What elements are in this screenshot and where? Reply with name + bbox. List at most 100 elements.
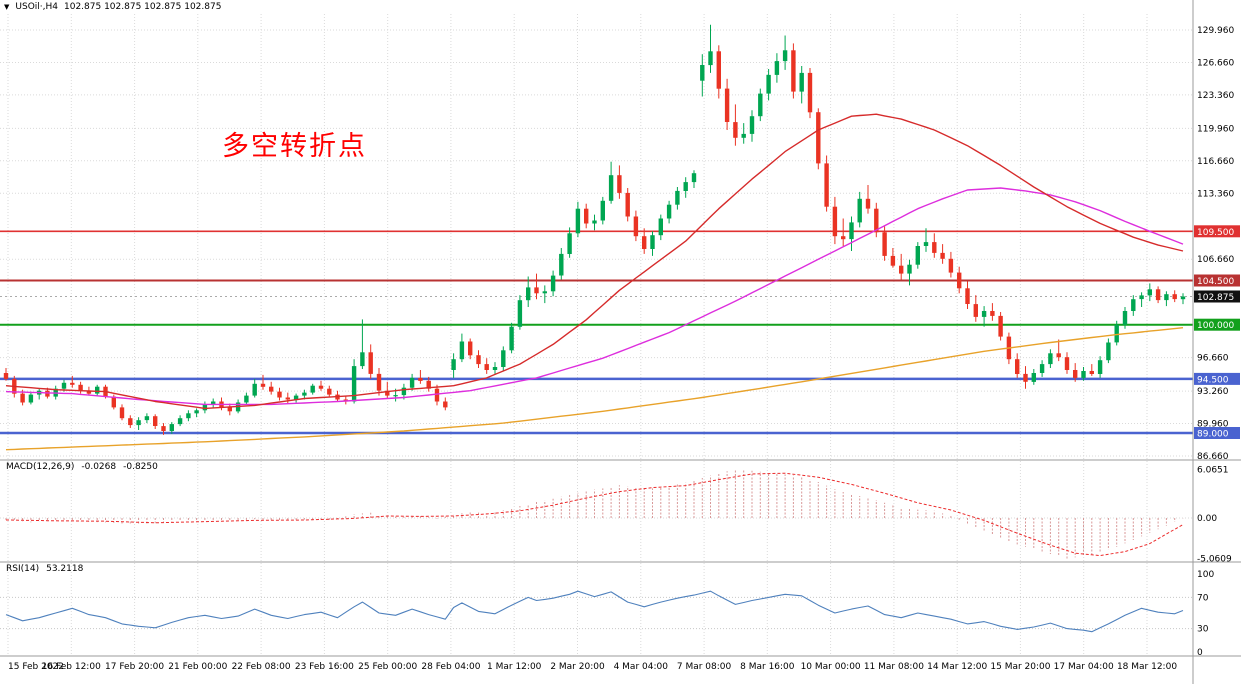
time-label: 15 Feb 2022 <box>8 662 64 672</box>
macd-value-signal: -0.8250 <box>123 462 158 472</box>
ma-red-line <box>5 113 1184 410</box>
candle-body <box>194 410 199 414</box>
macd-scale-label: 0.00 <box>1197 514 1217 524</box>
candle-body <box>774 61 780 75</box>
candle-body <box>658 218 663 236</box>
candle-body <box>443 401 448 408</box>
chart-header: ▼ USOil·,H4 102.875 102.875 102.875 102.… <box>4 2 221 12</box>
candle-body <box>1106 342 1111 361</box>
price-badge <box>1194 427 1240 439</box>
rsi-value: 53.2118 <box>46 564 84 574</box>
price-axis-label: 106.660 <box>1197 255 1234 265</box>
price-axis-label: 93.260 <box>1197 387 1229 397</box>
candle-body <box>592 220 597 224</box>
candle-body <box>153 416 158 426</box>
candle-body <box>766 74 771 94</box>
ma-magenta-line <box>5 187 1184 406</box>
candle-body <box>534 287 539 294</box>
candle-body <box>550 275 556 292</box>
candle-body <box>907 264 912 274</box>
candle-body <box>575 208 581 234</box>
candle-body <box>915 246 920 265</box>
time-label: 10 Mar 00:00 <box>801 662 861 672</box>
candle-body <box>642 236 647 249</box>
candle-body <box>368 352 373 374</box>
candle-body <box>211 401 216 405</box>
candle-body <box>1131 299 1136 311</box>
candle-body <box>683 182 688 191</box>
time-label: 17 Feb 20:00 <box>105 662 164 672</box>
collapse-indicator-icon[interactable]: ▼ <box>4 2 10 11</box>
candle-body <box>666 204 672 219</box>
price-axis-label: 119.960 <box>1197 124 1234 134</box>
candle-body <box>119 407 125 419</box>
candle-body <box>376 373 382 391</box>
candle-body <box>70 382 75 385</box>
candle-body <box>816 112 821 164</box>
price-badge-label: 104.500 <box>1197 277 1234 287</box>
time-label: 28 Feb 04:00 <box>421 662 480 672</box>
candle-body <box>1122 311 1128 325</box>
time-label: 4 Mar 04:00 <box>614 662 669 672</box>
horizontal-level-lines <box>0 230 1193 435</box>
time-label: 22 Feb 08:00 <box>232 662 291 672</box>
candle-body <box>650 235 655 249</box>
candle-body <box>169 424 174 431</box>
candle-body <box>285 397 290 400</box>
candle-body <box>459 341 465 360</box>
candle-body <box>890 255 896 266</box>
candle-body <box>161 426 166 431</box>
rsi-panel <box>0 590 1193 633</box>
candle-body <box>940 252 945 259</box>
candle-body <box>758 93 763 117</box>
candle-body <box>252 383 257 396</box>
price-axis-label: 129.960 <box>1197 26 1234 36</box>
candle-body <box>600 200 605 221</box>
candle-body <box>733 122 738 138</box>
candle-body <box>633 216 639 237</box>
candle-body <box>128 418 133 426</box>
candle-body <box>327 388 332 395</box>
macd-scale-label: -5.0609 <box>1197 554 1232 564</box>
candle-body <box>567 233 572 254</box>
candle-body <box>973 304 978 317</box>
candle-body <box>509 326 514 351</box>
price-axis[interactable]: 129.960 126.660 123.360 119.960 116.660 113.3… <box>1194 26 1240 658</box>
time-label: 21 Feb 00:00 <box>168 662 227 672</box>
candle-body <box>724 88 730 122</box>
time-label: 25 Feb 00:00 <box>358 662 417 672</box>
candle-body <box>559 253 564 276</box>
candle-body <box>1172 294 1177 300</box>
candle-body <box>360 352 365 367</box>
candle-body <box>981 311 987 317</box>
price-axis-label: 126.660 <box>1197 58 1234 68</box>
time-label: 16 Feb 12:00 <box>42 662 101 672</box>
time-label: 17 Mar 04:00 <box>1054 662 1114 672</box>
candle-body <box>45 390 50 397</box>
candle-body <box>1089 371 1094 374</box>
rsi-scale-label: 0 <box>1197 648 1203 658</box>
candle-body <box>310 385 315 393</box>
candle-body <box>111 396 116 408</box>
candle-body <box>1164 294 1169 301</box>
price-badge-label: 89.000 <box>1197 429 1229 439</box>
candle-body <box>95 386 100 394</box>
candle-body <box>1039 364 1045 373</box>
candles <box>3 24 1186 435</box>
rsi-scale-label: 70 <box>1197 593 1209 603</box>
candle-body <box>20 393 25 403</box>
macd-scale-label: 6.0651 <box>1197 465 1229 475</box>
candle-body <box>741 133 746 138</box>
candle-body <box>269 386 274 392</box>
candle-body <box>700 65 705 81</box>
grid-lines <box>0 14 1193 656</box>
candle-body <box>675 190 680 205</box>
candle-body <box>1023 373 1028 382</box>
time-label: 1 Mar 12:00 <box>487 662 542 672</box>
macd-panel <box>0 469 1193 559</box>
price-axis-label: 116.660 <box>1197 157 1234 167</box>
candle-body <box>874 208 879 233</box>
